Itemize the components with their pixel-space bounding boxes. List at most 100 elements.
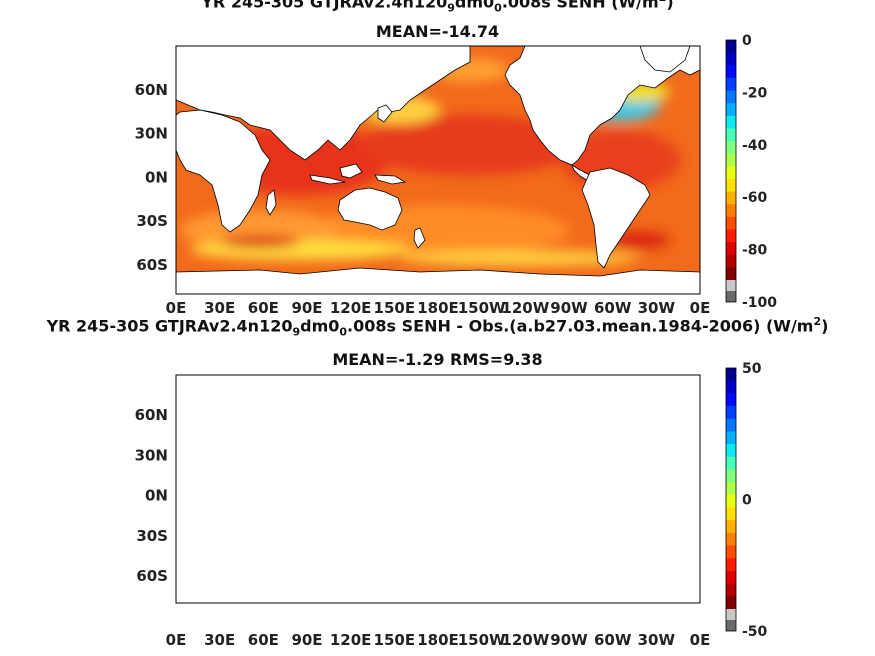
- y-tick-label: 60N: [135, 406, 168, 424]
- y-tick-label: 30N: [135, 446, 168, 464]
- colorbar-swatch: [726, 267, 736, 281]
- bottom-panel-title: YR 245-305 GTJRAv2.4n1209dm00.008s SENH …: [46, 315, 829, 339]
- x-tick-label: 150W: [458, 631, 506, 649]
- colorbar-swatch: [726, 368, 736, 382]
- colorbar-swatch: [726, 77, 736, 92]
- bottom-map-panel: [175, 374, 701, 604]
- colorbar-swatch: [726, 291, 736, 302]
- top-panel-subtitle: MEAN=-14.74: [375, 22, 500, 41]
- colorbar-swatch: [726, 609, 736, 620]
- top-panel-title: YR 245-305 GTJRAv2.4n1209dm00.008s SENH …: [201, 0, 674, 15]
- x-tick-label: 0E: [166, 299, 187, 317]
- x-tick-label: 120E: [330, 299, 372, 317]
- colorbar-tick-label: 0: [742, 493, 752, 509]
- colorbar-swatch: [726, 532, 736, 547]
- x-tick-label: 90W: [550, 631, 588, 649]
- colorbar-swatch: [726, 418, 736, 432]
- colorbar-tick-label: -100: [742, 295, 777, 311]
- colorbar-swatch: [726, 166, 736, 180]
- y-tick-label: 60S: [136, 256, 168, 274]
- colorbar-swatch: [726, 596, 736, 610]
- colorbar-swatch: [726, 65, 736, 79]
- x-tick-label: 150E: [374, 299, 416, 317]
- top-map-panel: [175, 45, 701, 295]
- x-tick-label: 90E: [291, 631, 322, 649]
- colorbar-swatch: [726, 90, 736, 104]
- colorbar-tick-label: -60: [742, 190, 768, 206]
- x-tick-label: 0E: [166, 631, 187, 649]
- x-tick-label: 150E: [374, 631, 416, 649]
- x-tick-label: 180E: [417, 299, 459, 317]
- colorbar-swatch: [726, 620, 736, 631]
- colorbar-swatch: [726, 393, 736, 407]
- colorbar-swatch: [726, 40, 736, 54]
- colorbar-swatch: [726, 229, 736, 243]
- colorbar-swatch: [726, 507, 736, 521]
- colorbar-frame: [725, 39, 737, 303]
- colorbar-tick-label: -50: [742, 624, 768, 640]
- colorbar-tick-label: -20: [742, 85, 768, 101]
- x-tick-label: 120W: [501, 631, 549, 649]
- colorbar-swatch: [726, 444, 736, 458]
- colorbar-swatch: [726, 494, 736, 509]
- x-tick-label: 150W: [458, 299, 506, 317]
- colorbar-tick-label: -80: [742, 243, 768, 259]
- x-tick-label: 30E: [204, 299, 235, 317]
- colorbar-swatch: [726, 52, 736, 66]
- y-tick-label: 0N: [145, 168, 168, 186]
- y-tick-label: 30N: [135, 125, 168, 143]
- colorbar-swatch: [726, 178, 736, 193]
- colorbar-swatch: [726, 141, 736, 155]
- x-tick-label: 90W: [550, 299, 588, 317]
- colorbar-swatch: [726, 469, 736, 483]
- colorbar-tick-label: -40: [742, 138, 768, 154]
- x-tick-label: 60E: [248, 631, 279, 649]
- colorbar-swatch: [726, 254, 736, 268]
- colorbar-swatch: [726, 204, 736, 218]
- y-tick-label: 60S: [136, 567, 168, 585]
- colorbar-swatch: [726, 570, 736, 585]
- y-tick-label: 30S: [136, 212, 168, 230]
- x-tick-label: 0E: [690, 631, 711, 649]
- colorbar-swatch: [726, 482, 736, 496]
- colorbar-swatch: [726, 103, 736, 117]
- x-tick-label: 30W: [638, 631, 676, 649]
- bottom-panel-subtitle: MEAN=-1.29 RMS=9.38: [332, 350, 543, 369]
- colorbar-swatch: [726, 456, 736, 470]
- colorbar-tick-label: 50: [742, 361, 762, 377]
- colorbar-swatch: [726, 191, 736, 205]
- colorbar-swatch: [726, 545, 736, 559]
- y-tick-label: 30S: [136, 527, 168, 545]
- colorbar-swatch: [726, 583, 736, 597]
- colorbar-swatch: [726, 153, 736, 167]
- colorbar-swatch: [726, 431, 736, 445]
- colorbar-swatch: [726, 128, 736, 142]
- x-tick-label: 120E: [330, 631, 372, 649]
- bottom-colorbar: 50 0 -50: [725, 361, 768, 640]
- colorbar-swatch: [726, 280, 736, 291]
- y-tick-label: 60N: [135, 81, 168, 99]
- x-tick-label: 60E: [248, 299, 279, 317]
- x-tick-label: 30E: [204, 631, 235, 649]
- colorbar-tick-label: 0: [742, 33, 752, 49]
- colorbar-swatch: [726, 520, 736, 534]
- x-tick-label: 60W: [594, 299, 632, 317]
- colorbar-frame: [725, 367, 737, 632]
- x-tick-label: 90E: [291, 299, 322, 317]
- colorbar-swatch: [726, 380, 736, 394]
- x-tick-label: 120W: [501, 299, 549, 317]
- colorbar-swatch: [726, 115, 736, 129]
- x-tick-label: 60W: [594, 631, 632, 649]
- x-tick-label: 30W: [638, 299, 676, 317]
- colorbar-swatch: [726, 406, 736, 420]
- y-tick-label: 0N: [145, 487, 168, 505]
- colorbar-swatch: [726, 558, 736, 572]
- x-tick-label: 0E: [690, 299, 711, 317]
- top-colorbar: 0 -20 -40 -60 -80 -100: [725, 33, 777, 311]
- x-tick-label: 180E: [417, 631, 459, 649]
- colorbar-swatch: [726, 216, 736, 230]
- colorbar-swatch: [726, 242, 736, 256]
